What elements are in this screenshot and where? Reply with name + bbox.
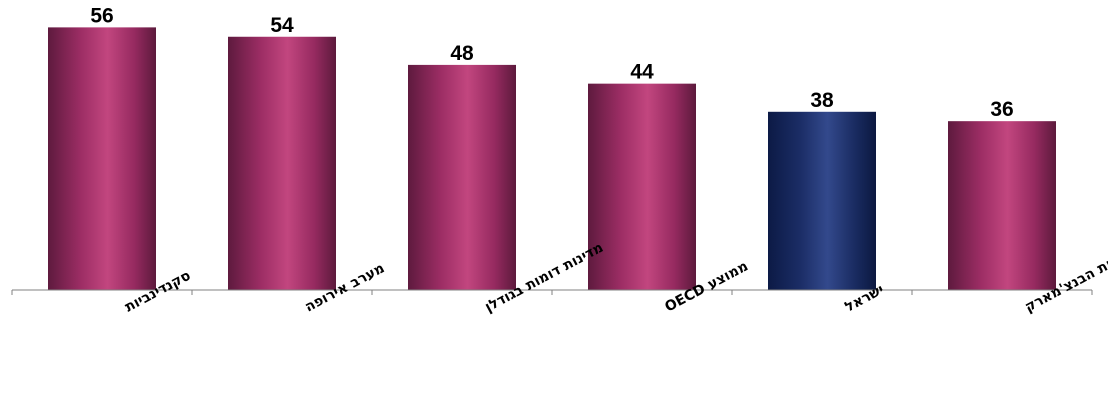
data-label: 38 <box>810 89 834 112</box>
data-label: 56 <box>90 4 113 27</box>
bar <box>588 83 696 290</box>
data-label: 48 <box>450 42 474 65</box>
bar <box>948 121 1056 290</box>
bar <box>48 27 156 291</box>
data-label: 44 <box>630 61 654 84</box>
bars-group <box>48 27 1056 291</box>
data-label: 54 <box>270 14 294 37</box>
data-labels-group: 56 54 48 44 38 36 <box>90 4 1013 121</box>
bar <box>228 36 336 290</box>
bar-highlight <box>768 111 876 290</box>
data-label: 36 <box>990 98 1013 121</box>
x-axis-ticks <box>11 290 1093 295</box>
bar <box>408 64 516 291</box>
